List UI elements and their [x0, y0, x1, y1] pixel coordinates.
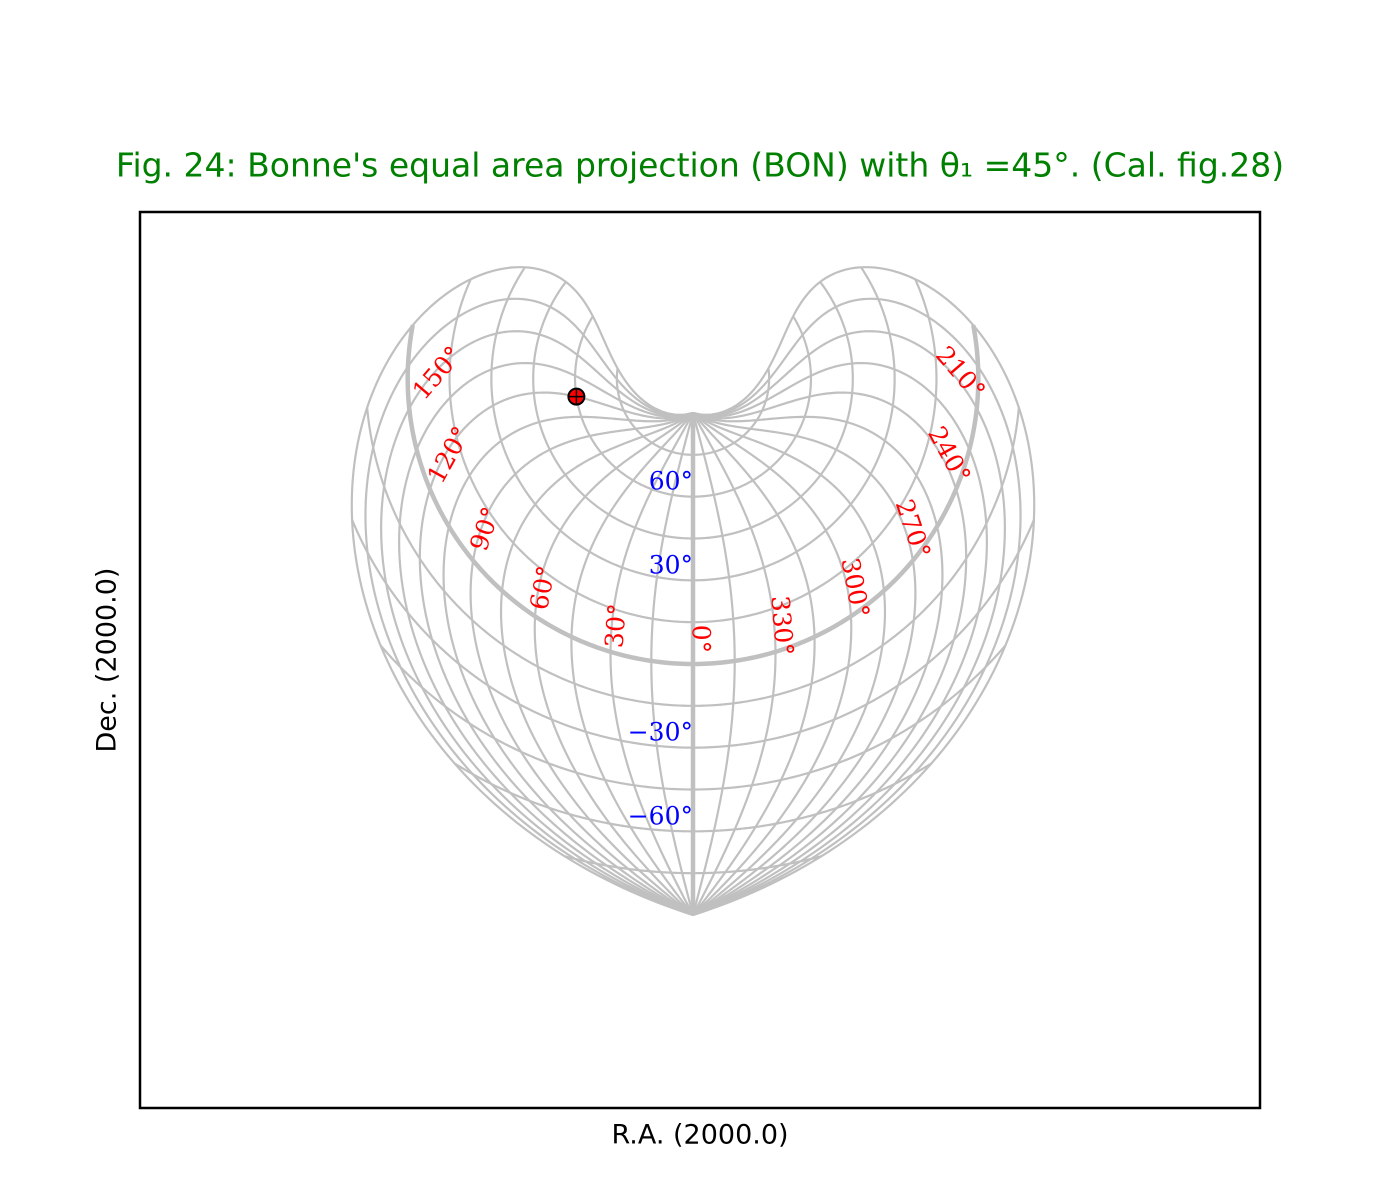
ra-tick-label: 30° — [599, 602, 632, 649]
y-axis-label: Dec. (2000.0) — [92, 568, 123, 753]
parallel — [351, 519, 1035, 749]
ra-tick-label: 300° — [835, 555, 875, 620]
dec-tick-label: −60° — [628, 801, 693, 830]
parallel — [564, 855, 822, 875]
point-cross — [568, 388, 585, 405]
dec-tick-label: −30° — [628, 718, 693, 747]
parallel — [615, 368, 771, 456]
parallel — [532, 281, 854, 540]
parallel — [454, 762, 932, 833]
plot-frame — [138, 210, 1262, 1110]
graticule — [350, 266, 1036, 917]
parallel — [490, 266, 896, 582]
ra-tick-label: 90° — [464, 503, 506, 554]
ra-tick-label: 0° — [687, 625, 716, 653]
ra-tick-label: 270° — [890, 496, 937, 562]
ra-tick-label: 330° — [765, 594, 799, 656]
dec-tick-label: 60° — [649, 467, 693, 496]
ra-tick-label: 60° — [524, 563, 561, 612]
dec-tick-label: 30° — [649, 550, 693, 579]
parallel — [379, 644, 1007, 791]
chart-title: Fig. 24: Bonne's equal area projection (… — [116, 146, 1284, 185]
parallel — [448, 278, 938, 624]
x-axis-label: R.A. (2000.0) — [611, 1120, 788, 1151]
parallel — [405, 324, 981, 667]
parallel — [366, 407, 1020, 707]
